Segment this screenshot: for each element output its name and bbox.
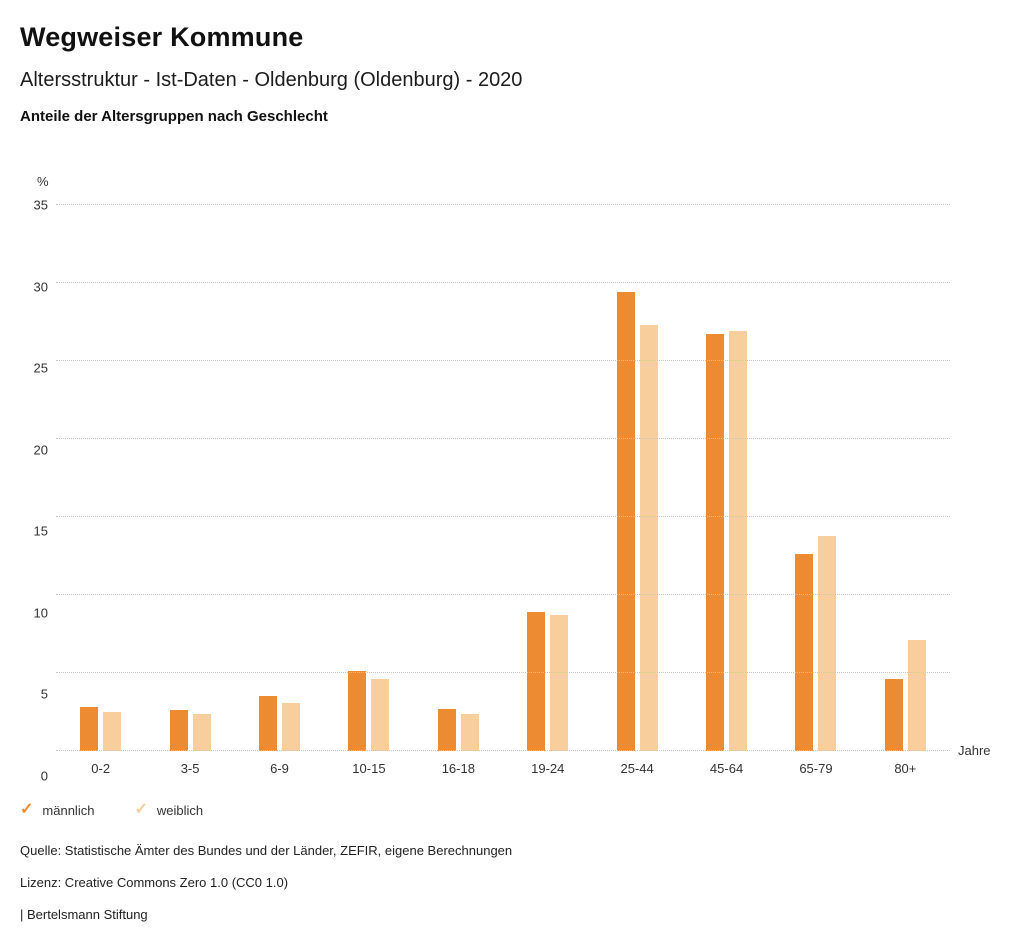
bar-groups: [56, 205, 950, 751]
bar-group-0-2: [56, 205, 145, 751]
page-title: Wegweiser Kommune: [20, 22, 304, 52]
check-icon: ✓: [20, 801, 34, 818]
bar-group-3-5: [145, 205, 234, 751]
gridline-5: [56, 672, 950, 673]
bar-group-10-15: [324, 205, 413, 751]
x-tick-label-10-15: 10-15: [352, 761, 386, 776]
x-tick-label-45-64: 45-64: [709, 761, 744, 776]
y-tick-label-35: 35: [33, 197, 48, 213]
x-tick-label-3-5: 3-5: [180, 761, 200, 776]
x-tick-label-16-18: 16-18: [441, 761, 475, 776]
y-tick-label-0: 0: [40, 768, 48, 784]
plot-area: [56, 204, 950, 751]
bar-männlich-3-5: [169, 710, 188, 751]
bar-weiblich-0-2: [103, 712, 122, 751]
x-tick-label-25-44: 25-44: [620, 761, 654, 776]
gridline-15: [56, 516, 950, 517]
bar-männlich-45-64: [706, 334, 725, 751]
attribution-text: | Bertelsmann Stiftung: [20, 907, 148, 922]
bar-männlich-0-2: [80, 707, 99, 751]
bar-männlich-16-18: [437, 708, 456, 751]
legend-label: männlich: [42, 802, 95, 818]
bar-weiblich-3-5: [192, 713, 211, 751]
chart-subtitle: Altersstruktur - Ist-Daten - Oldenburg (…: [20, 69, 523, 91]
bar-group-16-18: [414, 205, 503, 751]
bar-weiblich-16-18: [460, 713, 479, 751]
bar-männlich-65-79: [795, 554, 814, 751]
x-tick-label-80+: 80+: [894, 761, 917, 776]
legend-label: weiblich: [156, 802, 204, 818]
x-tick-label-6-9: 6-9: [270, 761, 289, 776]
bar-männlich-10-15: [348, 671, 367, 751]
bar-männlich-25-44: [616, 292, 635, 751]
gridline-25: [56, 360, 950, 361]
y-tick-label-15: 15: [33, 523, 48, 539]
bar-männlich-19-24: [527, 612, 546, 751]
footer: Quelle: Statistische Ämter des Bundes un…: [20, 843, 1004, 922]
y-tick-label-25: 25: [33, 360, 48, 376]
y-tick-label-20: 20: [33, 442, 48, 458]
x-tick-label-65-79: 65-79: [799, 761, 833, 776]
gridline-20: [56, 438, 950, 439]
bar-männlich-6-9: [259, 696, 278, 751]
gridline-30: [56, 282, 950, 283]
gridline-10: [56, 594, 950, 595]
bar-group-6-9: [235, 205, 324, 751]
gridline-35: [56, 204, 950, 205]
x-axis-unit-label: Jahre: [958, 743, 991, 758]
bar-weiblich-19-24: [550, 615, 569, 751]
bar-group-80+: [861, 205, 950, 751]
y-tick-label-30: 30: [33, 279, 48, 295]
bar-weiblich-25-44: [639, 325, 658, 751]
legend-item-männlich[interactable]: ✓ männlich: [20, 802, 94, 818]
y-axis-unit-label: %: [37, 174, 49, 189]
bar-group-45-64: [682, 205, 771, 751]
x-axis: 0-2 3-5 6-9 10-15 16-18 19-24 25-44 45-64 65-79 8…: [56, 751, 950, 776]
legend-item-weiblich[interactable]: ✓ weiblich: [134, 802, 203, 818]
source-text: Quelle: Statistische Ämter des Bundes un…: [20, 843, 513, 858]
license-text: Lizenz: Creative Commons Zero 1.0 (CC0 1…: [20, 875, 289, 890]
gridline-0: [56, 750, 950, 751]
check-icon: ✓: [134, 801, 148, 818]
bar-group-25-44: [592, 205, 681, 751]
y-tick-label-10: 10: [33, 605, 48, 621]
chart: % 0 5 10 15 20 25 30 35 0-2 3-5 6-9 10-15 16-18 19-2…: [34, 174, 991, 784]
x-tick-label-19-24: 19-24: [531, 761, 565, 776]
chart-heading: Anteile der Altersgruppen nach Geschlech…: [20, 108, 328, 125]
bar-männlich-80+: [884, 679, 903, 751]
bar-group-65-79: [771, 205, 860, 751]
bar-weiblich-10-15: [371, 679, 390, 751]
page: Wegweiser Kommune Altersstruktur - Ist-D…: [20, 22, 1004, 922]
bar-weiblich-65-79: [818, 535, 837, 751]
bar-group-19-24: [503, 205, 592, 751]
x-tick-label-0-2: 0-2: [91, 761, 111, 776]
bar-weiblich-6-9: [282, 702, 301, 751]
bar-weiblich-45-64: [729, 331, 748, 751]
y-tick-label-5: 5: [40, 686, 48, 702]
legend: ✓ männlich ✓ weiblich: [20, 802, 1004, 818]
bar-weiblich-80+: [907, 640, 926, 751]
y-axis: 0 5 10 15 20 25 30 35: [20, 198, 48, 784]
